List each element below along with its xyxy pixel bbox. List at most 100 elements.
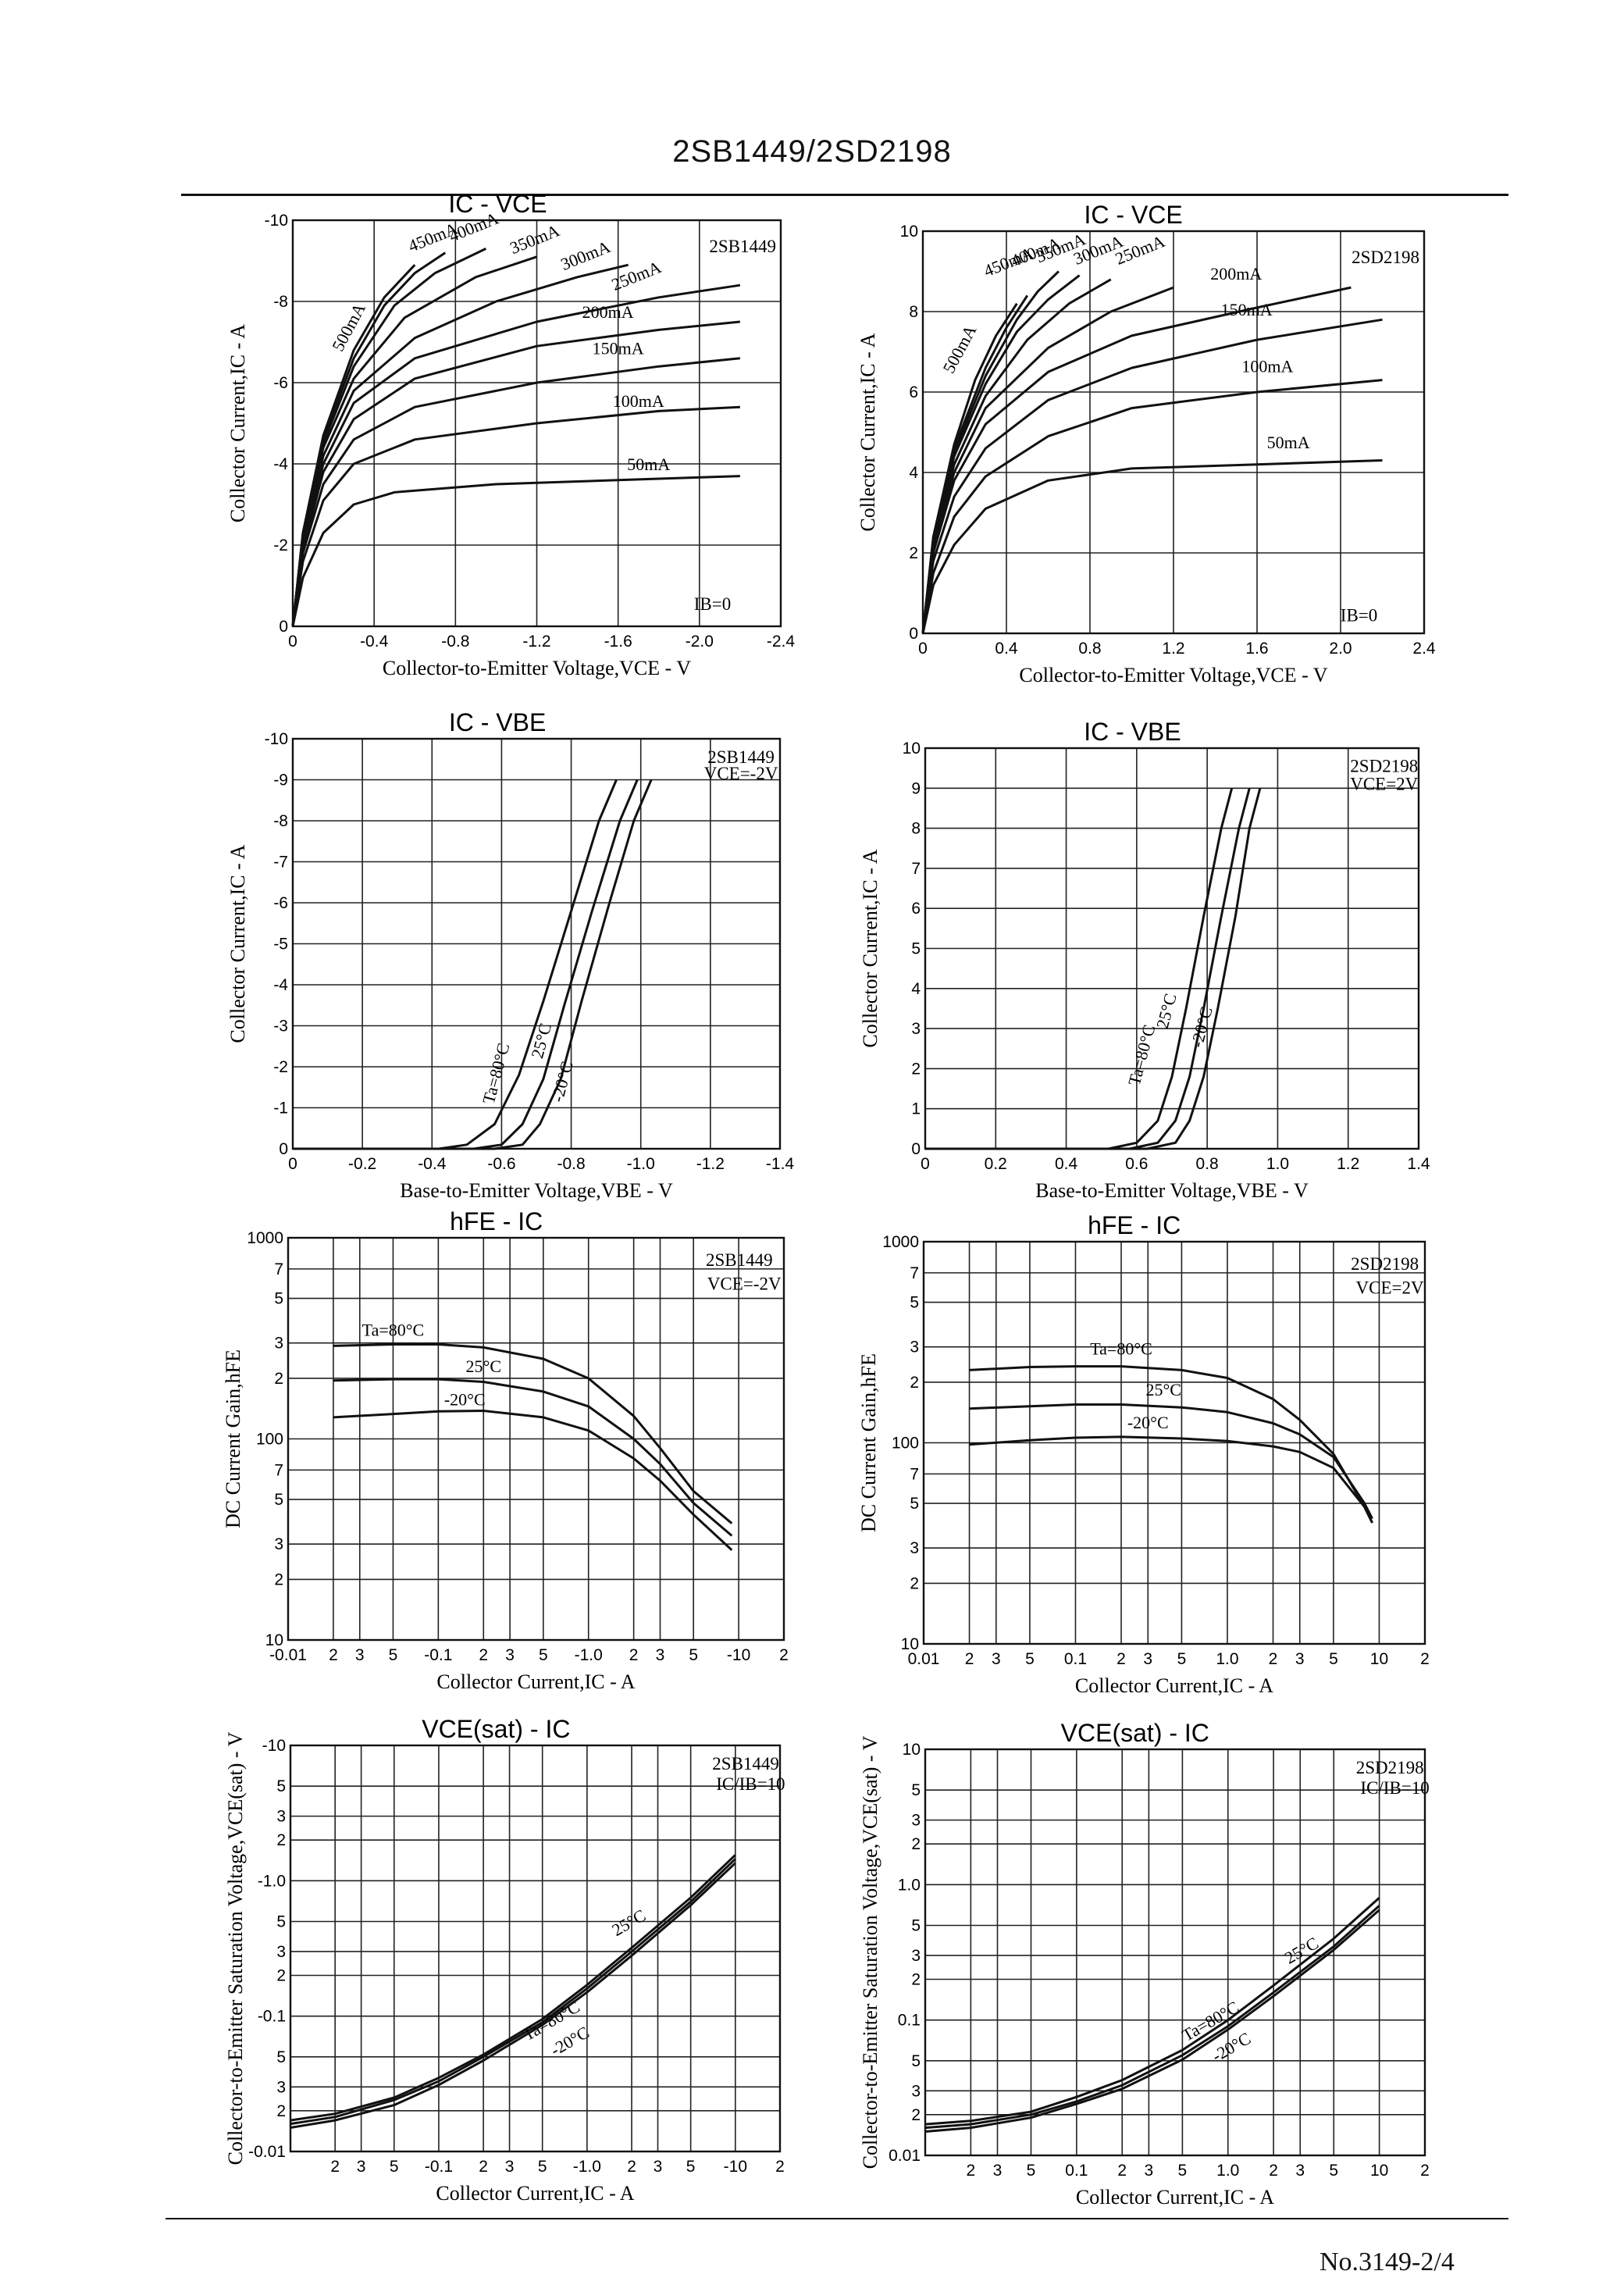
x-tick-label: 10	[1370, 1650, 1388, 1668]
x-tick-label: -0.01	[269, 1646, 307, 1664]
series-line-400ma	[921, 270, 1060, 634]
x-tick-label: -10	[724, 2158, 747, 2176]
y-tick-label: -0.1	[258, 2008, 286, 2026]
x-tick-label: 0	[921, 1155, 930, 1173]
series-label-50ma: 50mA	[627, 455, 670, 474]
x-axis-label: Base-to-Emitter Voltage,VBE - V	[1035, 1179, 1309, 1202]
plot-frame	[921, 230, 1426, 635]
chart-note: IB=0	[1341, 605, 1377, 625]
series-line-500ma	[921, 302, 1018, 634]
y-tick-label: 2	[911, 1060, 921, 1078]
x-tick-label: -2.0	[686, 633, 714, 651]
x-tick-label: 2	[629, 1646, 639, 1664]
x-tick-label: 1.2	[1337, 1155, 1359, 1173]
y-tick-label: 2	[911, 1970, 921, 1988]
series-label-100ma: 100mA	[1241, 356, 1293, 376]
chart-note: IB=0	[694, 594, 731, 614]
y-tick-label: 2	[274, 1370, 283, 1388]
series-label-150ma: 150mA	[593, 339, 644, 358]
x-tick-label: 2	[775, 2158, 785, 2176]
chart-title: IC - VBE	[449, 708, 546, 736]
y-tick-label: 6	[909, 383, 918, 401]
y-tick-label: 4	[911, 980, 921, 998]
series-label-250ma: 250mA	[609, 257, 664, 294]
x-tick-label: 5	[689, 1646, 698, 1664]
x-tick-label: 5	[1177, 1650, 1187, 1668]
y-tick-label: 0.01	[889, 2147, 921, 2165]
y-tick-label: 10	[903, 1741, 921, 1759]
y-tick-label: 1	[911, 1100, 921, 1118]
series-label-50ma: 50mA	[1267, 433, 1310, 452]
series-line-20-c	[290, 1862, 736, 2129]
series-label-ta-80-c: Ta=80°C	[1090, 1339, 1152, 1358]
y-tick-label: -2	[273, 537, 288, 554]
y-axis-label: Collector-to-Emitter Saturation Voltage,…	[859, 1735, 881, 2169]
series-line-25-c	[293, 779, 639, 1150]
x-tick-label: 2	[779, 1646, 789, 1664]
x-tick-label: -0.2	[348, 1155, 376, 1173]
x-tick-label: 2	[627, 2158, 636, 2176]
x-tick-label: -10	[727, 1646, 750, 1664]
x-axis-label: Collector Current,IC - A	[1075, 1674, 1273, 1697]
chart-note: 2SB1449	[707, 747, 775, 767]
series-label-450ma: 450mA	[405, 219, 461, 256]
series-label-500ma: 500mA	[938, 322, 980, 376]
x-tick-label: 0.6	[1125, 1155, 1148, 1173]
y-tick-label: -4	[273, 455, 288, 473]
y-axis-label: DC Current Gain,hFE	[222, 1349, 244, 1528]
y-tick-label: 3	[276, 2078, 286, 2096]
series-line-20-c	[293, 779, 653, 1150]
series-label-300ma: 300mA	[558, 237, 614, 274]
series-line-25-c	[925, 787, 1251, 1150]
chart-note: 2SB1449	[709, 237, 776, 256]
y-tick-label: 2	[276, 1966, 286, 1984]
y-tick-label: 7	[910, 1264, 919, 1282]
chart-note: 2SD2198	[1352, 248, 1419, 267]
y-tick-label: -10	[265, 212, 288, 230]
y-tick-label: 5	[911, 940, 921, 958]
x-tick-label: -0.6	[487, 1155, 515, 1173]
series-line-ta-80-c	[924, 1896, 1380, 2126]
series-label-350ma: 350mA	[507, 220, 562, 258]
chart-p5: -0.01 2 3 5 -0.1 2 3 5 -1.0 2 3 5 -10 210235710023571…	[222, 1207, 789, 1693]
plot-frame	[291, 219, 782, 628]
y-tick-label: 2	[274, 1570, 283, 1588]
x-tick-label: 0.2	[985, 1155, 1007, 1173]
y-tick-label: -1	[273, 1100, 288, 1118]
series-line-500ma	[291, 264, 416, 627]
y-tick-label: 5	[276, 1777, 286, 1795]
x-tick-label: 2.4	[1412, 640, 1436, 658]
chart-p6: 0.01 2 3 5 0.1 2 3 5 1.0 2 3 5 10 210235710023571000h…	[857, 1211, 1430, 1697]
plot-frame	[291, 737, 782, 1150]
y-tick-label: 1000	[882, 1233, 919, 1251]
x-tick-label: -1.2	[522, 633, 550, 651]
x-tick-label: -0.4	[360, 633, 389, 651]
series-line-ta-80-c	[333, 1343, 733, 1524]
x-tick-label: 5	[1025, 1650, 1035, 1668]
chart-note: 2SD2198	[1350, 757, 1418, 776]
x-tick-label: 2	[329, 1646, 338, 1664]
y-tick-label: 2	[911, 1835, 921, 1853]
x-tick-label: 1.0	[1216, 1650, 1238, 1668]
y-tick-label: 5	[910, 1294, 919, 1312]
chart-title: VCE(sat) - IC	[422, 1715, 570, 1743]
x-axis-label: Collector-to-Emitter Voltage,VCE - V	[1019, 664, 1327, 686]
x-tick-label: 3	[992, 1650, 1001, 1668]
y-tick-label: 3	[274, 1335, 283, 1353]
x-tick-label: 10	[1370, 2162, 1388, 2180]
x-tick-label: 2	[965, 1650, 974, 1668]
y-axis-label: DC Current Gain,hFE	[857, 1353, 880, 1532]
y-tick-label: 5	[910, 1495, 919, 1513]
series-line-50ma	[291, 475, 740, 627]
y-tick-label: 10	[265, 1631, 283, 1649]
y-tick-label: 3	[274, 1535, 283, 1553]
y-tick-label: 4	[909, 464, 918, 482]
y-tick-label: 3	[911, 1812, 921, 1830]
x-tick-label: 3	[505, 2158, 515, 2176]
x-tick-label: -0.8	[557, 1155, 585, 1173]
x-tick-label: -1.6	[604, 633, 632, 651]
x-tick-label: 5	[390, 2158, 399, 2176]
x-tick-label: 3	[505, 1646, 515, 1664]
chart-note: 2SB1449	[712, 1754, 779, 1774]
